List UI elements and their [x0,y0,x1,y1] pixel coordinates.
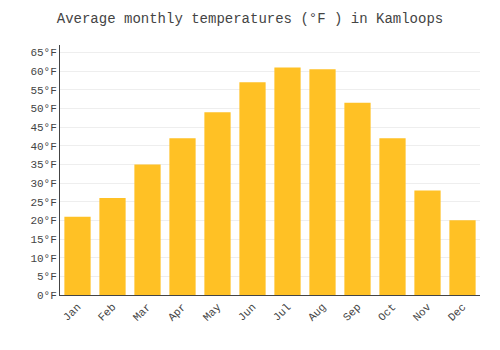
svg-text:40°F: 40°F [30,141,56,153]
svg-text:20°F: 20°F [30,215,56,227]
svg-text:55°F: 55°F [30,85,56,97]
svg-text:Jul: Jul [271,301,293,323]
svg-text:45°F: 45°F [30,122,56,134]
svg-text:35°F: 35°F [30,159,56,171]
svg-text:Nov: Nov [411,301,434,324]
svg-text:Feb: Feb [96,301,118,323]
svg-text:Dec: Dec [446,301,468,323]
svg-text:65°F: 65°F [30,47,56,59]
svg-text:Apr: Apr [166,301,188,323]
svg-text:Jun: Jun [236,301,258,323]
svg-text:May: May [201,301,224,324]
svg-text:50°F: 50°F [30,103,56,115]
svg-text:15°F: 15°F [30,234,56,246]
svg-text:Sep: Sep [341,301,363,323]
svg-text:5°F: 5°F [37,271,57,283]
svg-text:Average monthly temperatures (: Average monthly temperatures (°F ) in Ka… [57,11,443,27]
svg-text:Jan: Jan [61,301,83,323]
svg-text:0°F: 0°F [37,290,57,302]
svg-text:Aug: Aug [306,301,328,323]
svg-text:10°F: 10°F [30,253,56,265]
svg-text:Mar: Mar [131,301,153,323]
svg-text:Oct: Oct [376,301,398,323]
svg-text:60°F: 60°F [30,66,56,78]
svg-text:25°F: 25°F [30,197,56,209]
svg-text:30°F: 30°F [30,178,56,190]
